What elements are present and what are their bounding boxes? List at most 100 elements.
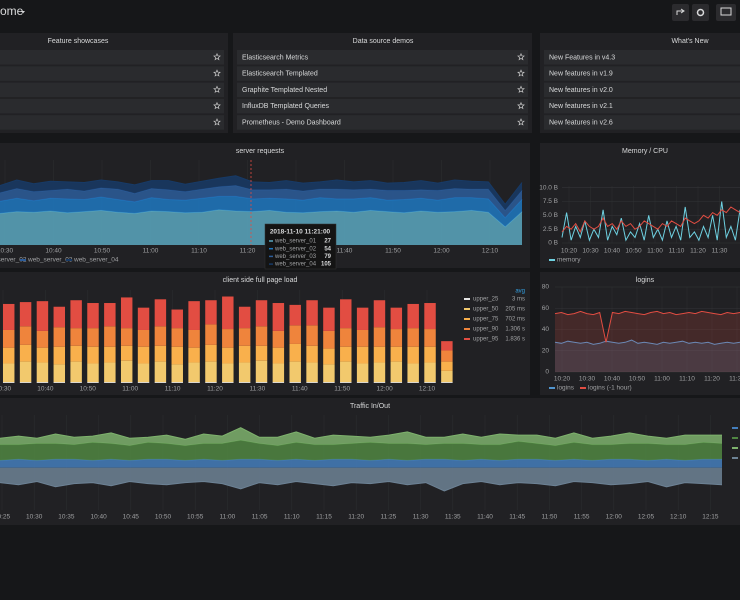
y-tick-label: 5.0 B — [543, 212, 558, 219]
list-row[interactable] — [544, 98, 740, 114]
legend-label[interactable]: web_server_04 — [73, 257, 119, 264]
list-item[interactable]: New features in v2.1 — [549, 103, 613, 110]
legend-label[interactable]: memory — [557, 257, 581, 264]
star-icon[interactable] — [213, 118, 221, 126]
x-tick-label: 11:00 — [647, 248, 663, 255]
list-row[interactable] — [237, 50, 528, 65]
x-tick-label: 12:10 — [482, 248, 499, 255]
list-item[interactable]: InfluxDB Templated Queries — [242, 103, 330, 110]
x-tick-label: 10:40 — [604, 248, 621, 255]
legend-label[interactable]: upper_25 — [473, 297, 499, 303]
x-tick-label: 11:15 — [316, 514, 332, 521]
bar-segment — [441, 370, 453, 383]
line — [561, 206, 740, 234]
settings-button[interactable] — [692, 4, 709, 21]
panel-title[interactable]: server requests — [236, 148, 285, 155]
panel-title[interactable]: Memory / CPU — [622, 148, 668, 155]
list-row[interactable] — [0, 98, 224, 114]
star-icon[interactable] — [517, 69, 525, 77]
list-item[interactable]: New features in v1.9 — [549, 71, 613, 78]
tv-mode-button[interactable] — [716, 4, 736, 21]
x-tick-label: 11:20 — [207, 386, 223, 393]
tooltip-value: 27 — [324, 239, 331, 245]
star-icon[interactable] — [517, 101, 525, 110]
legend-label[interactable]: logins (-1 hour) — [588, 385, 632, 392]
tooltip — [264, 223, 337, 270]
bar-segment — [356, 329, 369, 347]
legend-label[interactable]: upper_95 — [473, 337, 499, 343]
share-button[interactable] — [672, 4, 689, 21]
legend-label[interactable]: logins — [557, 385, 575, 392]
star-icon[interactable] — [517, 85, 525, 93]
bar-segment — [70, 361, 82, 383]
star-icon[interactable] — [213, 101, 221, 110]
y-tick-label: 7.5 B — [543, 198, 558, 205]
bar-segment — [255, 360, 268, 383]
x-tick-label: 10:50 — [94, 248, 111, 255]
list-row[interactable] — [237, 66, 528, 81]
bar-segment — [340, 299, 352, 329]
star-icon[interactable] — [517, 52, 525, 61]
title-caret[interactable] — [21, 11, 25, 14]
legend-label[interactable]: web_server_03 — [27, 257, 73, 264]
panel-title[interactable]: client side full page load — [223, 277, 298, 284]
bar-segment — [306, 345, 318, 363]
list-item[interactable]: Elasticsearch Templated — [242, 71, 318, 78]
list-row[interactable] — [544, 82, 740, 98]
list-item[interactable]: New Features in v4.3 — [549, 54, 615, 61]
star-icon[interactable] — [213, 52, 221, 61]
list-row[interactable] — [237, 115, 528, 130]
list-row[interactable] — [544, 66, 740, 81]
bar-segment — [323, 382, 335, 383]
list-item[interactable]: Graphite Templated Nested — [242, 87, 327, 94]
list-row[interactable] — [0, 115, 224, 130]
x-tick-label: 12:00 — [376, 386, 393, 393]
bar-segment — [255, 300, 268, 327]
bar-segment — [356, 363, 369, 383]
list-row[interactable] — [237, 82, 528, 98]
star-icon[interactable] — [213, 69, 221, 77]
list-row[interactable] — [544, 50, 740, 65]
bar-segment — [238, 345, 251, 363]
list-item[interactable]: Elasticsearch Metrics — [242, 54, 309, 61]
line — [561, 201, 740, 242]
bar-segment — [137, 307, 150, 330]
list-row[interactable] — [0, 82, 224, 98]
area-line — [0, 458, 722, 461]
list-item[interactable]: Prometheus - Demo Dashboard — [242, 120, 341, 127]
bar-segment — [154, 299, 167, 327]
legend-label[interactable]: upper_75 — [473, 317, 499, 323]
list-row[interactable] — [237, 98, 528, 114]
area-line — [0, 175, 523, 206]
panel-title[interactable]: logins — [636, 277, 655, 284]
bar-segment — [272, 382, 285, 383]
list-item[interactable]: New features in v2.6 — [549, 120, 613, 127]
bar-segment — [373, 327, 386, 347]
legend-label[interactable]: upper_50 — [473, 307, 499, 313]
dashboard-title[interactable]: ome — [0, 4, 24, 18]
bar-segment — [289, 343, 301, 362]
list-row[interactable] — [0, 66, 224, 81]
list-row[interactable] — [544, 115, 740, 130]
legend-label[interactable]: web_server_02 — [0, 257, 27, 264]
bar-segment — [255, 382, 268, 383]
x-tick-label: 10:20 — [561, 248, 578, 255]
bar-segment — [238, 382, 251, 383]
x-tick-label: 11:20 — [690, 248, 706, 255]
x-tick-label: 11:20 — [704, 376, 720, 383]
bar-segment — [205, 382, 217, 383]
list-item[interactable]: New features in v2.0 — [549, 87, 613, 94]
bar-segment — [53, 306, 66, 328]
bar-segment — [87, 363, 99, 383]
x-tick-label: 11:00 — [122, 386, 138, 393]
panel-title[interactable]: Traffic In/Out — [350, 403, 390, 410]
star-icon[interactable] — [517, 118, 525, 126]
legend-label[interactable]: upper_90 — [473, 327, 499, 333]
legend-header[interactable]: avg — [515, 289, 525, 295]
bar-segment — [323, 307, 335, 331]
x-tick-label: 11:00 — [143, 248, 159, 255]
star-icon[interactable] — [213, 85, 221, 93]
list-row[interactable] — [0, 50, 224, 65]
bar-segment — [272, 363, 285, 383]
y-tick-label: 2.5 B — [543, 226, 558, 233]
